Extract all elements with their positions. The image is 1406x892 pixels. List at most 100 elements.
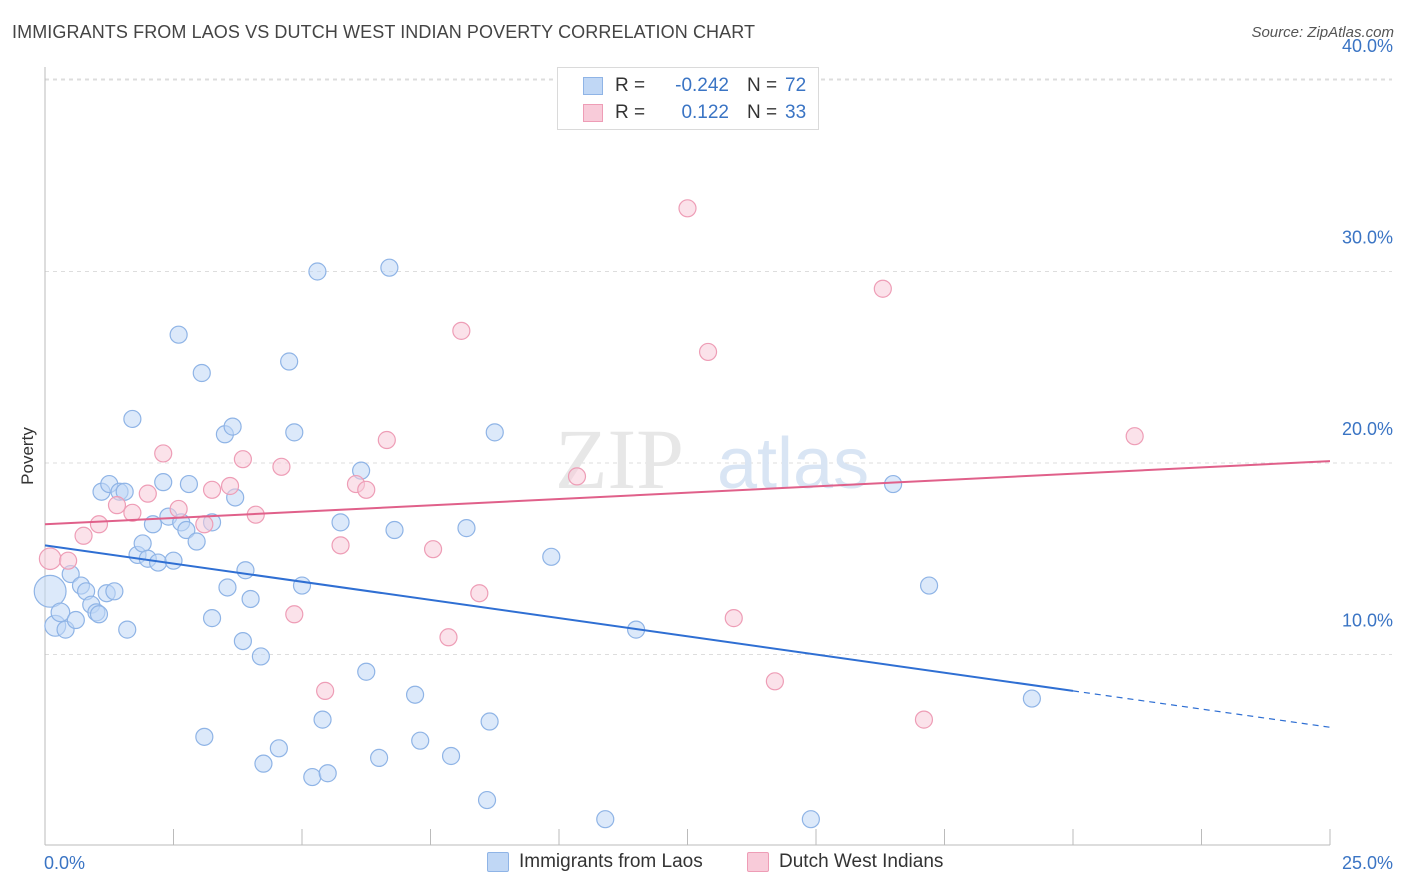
point-laos bbox=[318, 764, 337, 783]
point-dutch bbox=[123, 503, 142, 522]
watermark-atlas: atlas bbox=[717, 424, 869, 504]
legend-r-value: -0.242 bbox=[675, 75, 729, 96]
chart-title: IMMIGRANTS FROM LAOS VS DUTCH WEST INDIA… bbox=[12, 22, 756, 42]
point-laos bbox=[269, 739, 288, 758]
point-dutch bbox=[452, 321, 471, 340]
point-laos bbox=[457, 519, 476, 538]
point-laos bbox=[105, 582, 124, 601]
legend-swatch-pink bbox=[583, 104, 603, 122]
point-laos bbox=[202, 609, 222, 628]
point-laos bbox=[411, 731, 430, 750]
x-tick-label-min: 0.0% bbox=[44, 853, 85, 873]
point-laos bbox=[596, 810, 615, 829]
point-dutch bbox=[154, 444, 173, 463]
legend-item-dutch[interactable]: Dutch West Indians bbox=[747, 851, 943, 873]
point-dutch bbox=[195, 515, 214, 534]
legend-item-laos[interactable]: Immigrants from Laos bbox=[487, 851, 703, 873]
trend-lines bbox=[44, 460, 1331, 728]
point-laos bbox=[801, 810, 820, 829]
y-tick-label: 40.0% bbox=[1342, 36, 1393, 56]
point-dutch bbox=[272, 457, 291, 476]
point-laos bbox=[164, 551, 183, 570]
legend-swatch-blue bbox=[487, 852, 509, 872]
source-label: Source: ZipAtlas.com bbox=[1251, 24, 1394, 41]
point-dutch bbox=[567, 467, 587, 486]
series-immigrants-from-laos bbox=[33, 258, 1041, 829]
legend-r-label: R = bbox=[615, 75, 646, 96]
correlation-legend: R = -0.242 N = 72 R = 0.122 N = 33 bbox=[557, 67, 819, 130]
point-dutch bbox=[285, 605, 304, 624]
point-laos bbox=[192, 363, 211, 383]
legend-row-laos: R = -0.242 N = 72 bbox=[558, 72, 806, 100]
point-laos bbox=[251, 647, 270, 666]
point-laos bbox=[480, 712, 499, 731]
point-dutch bbox=[316, 681, 335, 700]
point-laos bbox=[177, 520, 196, 540]
point-laos bbox=[485, 423, 504, 442]
y-axis-label: Poverty bbox=[18, 427, 37, 485]
trend-line-laos bbox=[44, 544, 1074, 692]
series-legend: Immigrants from Laos Dutch West Indians bbox=[0, 851, 1406, 877]
point-laos bbox=[218, 578, 237, 597]
point-laos bbox=[313, 710, 332, 729]
trend-line-dutch bbox=[44, 460, 1331, 526]
axes bbox=[44, 67, 1331, 846]
point-dutch bbox=[331, 536, 350, 555]
point-dutch bbox=[89, 515, 109, 534]
point-laos bbox=[1022, 689, 1041, 708]
point-dutch bbox=[914, 710, 934, 729]
point-laos bbox=[50, 602, 71, 623]
point-laos bbox=[303, 767, 322, 787]
point-dutch bbox=[423, 540, 443, 559]
tick-labels: 10.0% 20.0% 30.0% 40.0% 0.0% 25.0% bbox=[44, 36, 1393, 873]
point-laos bbox=[542, 547, 561, 566]
point-dutch bbox=[38, 547, 62, 571]
legend-n-value: 33 bbox=[785, 102, 807, 123]
point-laos bbox=[380, 258, 399, 277]
point-laos bbox=[179, 474, 199, 494]
point-laos bbox=[477, 790, 497, 810]
legend-n-label: N = bbox=[747, 102, 778, 123]
point-dutch bbox=[439, 628, 458, 647]
point-laos bbox=[33, 574, 67, 608]
point-dutch bbox=[357, 480, 376, 499]
point-laos bbox=[89, 605, 109, 624]
point-dutch bbox=[169, 499, 188, 519]
watermark: ZIP atlas bbox=[555, 411, 869, 507]
point-laos bbox=[308, 262, 327, 281]
legend-label-dutch: Dutch West Indians bbox=[779, 851, 944, 872]
point-laos bbox=[919, 576, 939, 595]
legend-n-label: N = bbox=[747, 75, 778, 96]
y-tick-label: 30.0% bbox=[1342, 228, 1393, 248]
point-laos bbox=[331, 513, 350, 532]
point-laos bbox=[280, 352, 299, 371]
y-tick-label: 10.0% bbox=[1342, 611, 1393, 631]
point-dutch bbox=[377, 430, 396, 450]
point-laos bbox=[254, 754, 273, 773]
point-dutch bbox=[724, 609, 743, 628]
point-dutch bbox=[698, 342, 718, 362]
trend-line-laos-extension bbox=[1072, 690, 1331, 728]
point-laos bbox=[118, 620, 137, 639]
point-laos bbox=[385, 520, 404, 540]
point-laos bbox=[169, 325, 188, 344]
point-laos bbox=[115, 482, 134, 501]
point-laos bbox=[236, 561, 255, 580]
y-tick-label: 20.0% bbox=[1342, 419, 1393, 439]
point-laos bbox=[133, 534, 152, 553]
point-dutch bbox=[765, 672, 784, 691]
point-laos bbox=[195, 727, 214, 746]
point-dutch bbox=[107, 496, 127, 515]
legend-swatch-blue bbox=[583, 77, 603, 95]
x-tick-label-max: 25.0% bbox=[1342, 853, 1393, 873]
point-dutch bbox=[74, 526, 93, 545]
point-dutch bbox=[220, 476, 240, 496]
point-laos bbox=[370, 748, 389, 768]
point-dutch bbox=[678, 199, 697, 218]
point-laos bbox=[441, 746, 461, 766]
point-laos bbox=[883, 474, 903, 494]
point-laos bbox=[123, 409, 142, 429]
point-dutch bbox=[233, 450, 252, 469]
legend-row-dutch: R = 0.122 N = 33 bbox=[558, 99, 806, 127]
